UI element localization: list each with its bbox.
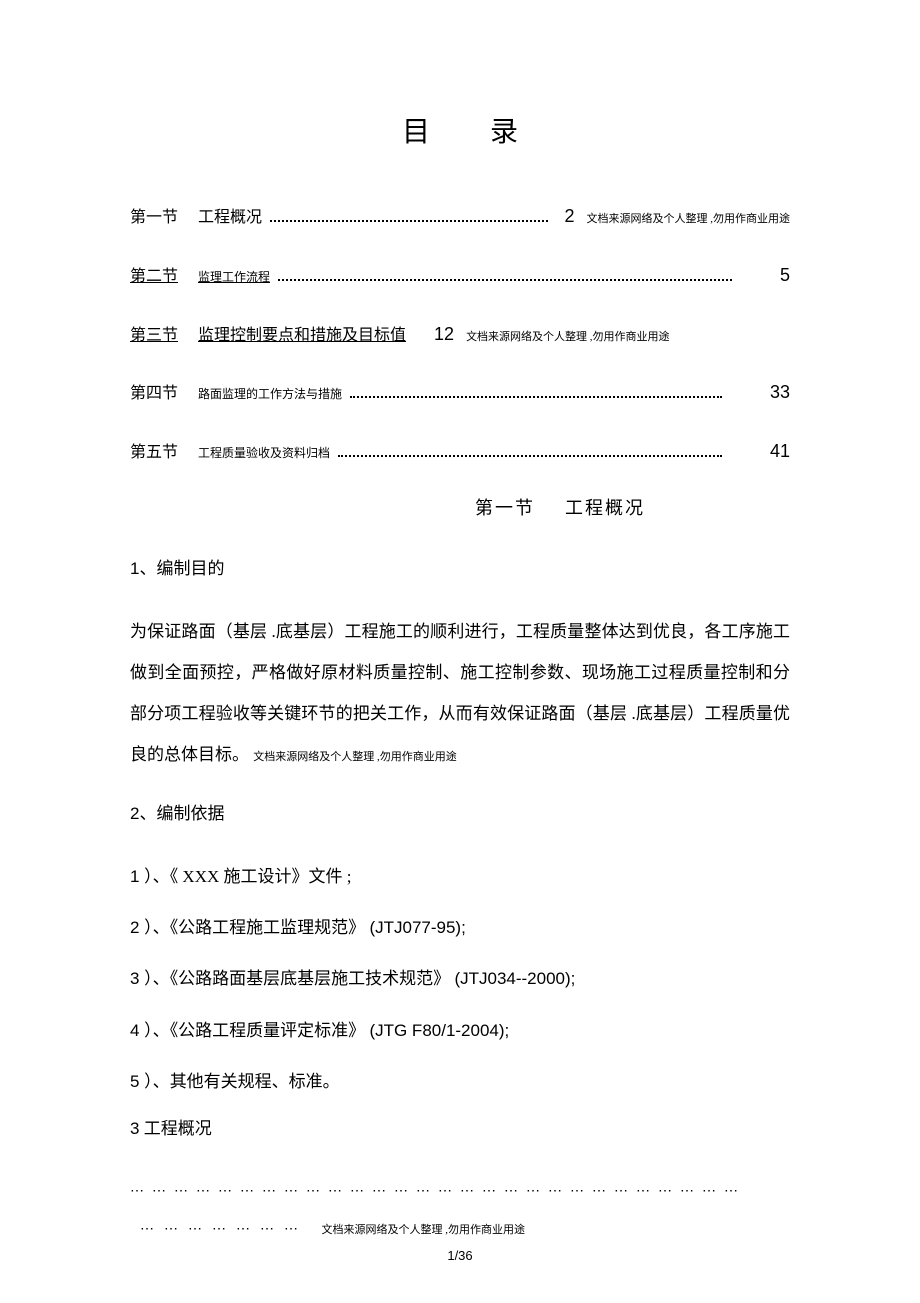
placeholder-dots-1: ⋯⋯⋯⋯⋯⋯⋯⋯⋯⋯⋯⋯⋯⋯⋯⋯⋯⋯⋯⋯⋯⋯⋯⋯⋯⋯⋯⋯: [130, 1172, 790, 1211]
toc-row: 第二节监理工作流程 5: [130, 259, 790, 292]
toc-entry-label: 工程概况: [198, 204, 262, 233]
toc-page-number: 5: [740, 259, 790, 291]
list-item-number: 3 ）、: [130, 969, 170, 988]
disclaimer-note: 文档来源网络及个人整理 ,勿用作商业用途: [322, 1224, 526, 1236]
subheading-text: 、编制依据: [139, 804, 224, 823]
toc-row: 第三节监理控制要点和措施及目标值 12 文档来源网络及个人整理 ,勿用作商业用途: [130, 318, 790, 351]
toc-page-number: 41: [730, 435, 790, 467]
subheading-1: 1、编制目的: [130, 555, 790, 582]
page-number: 1/36: [0, 1248, 920, 1263]
disclaimer-note: 文档来源网络及个人整理 ,勿用作商业用途: [253, 751, 457, 763]
toc-leader-dots: [270, 220, 548, 222]
toc-row: 第五节工程质量验收及资料归档 41: [130, 435, 790, 468]
toc-entry-label: 工程质量验收及资料归档: [198, 443, 330, 465]
toc-section-label: 第一节: [130, 204, 178, 233]
document-title: 目录: [130, 110, 790, 150]
list-item-text: 《公路路面基层底基层施工技术规范》: [170, 969, 451, 988]
list-item-code: (JTJ034--2000);: [454, 969, 575, 988]
paragraph-text: 为保证路面（基层 .底基层）工程施工的顺利进行，工程质量整体达到优良，各工序施工…: [130, 622, 790, 763]
basis-list: 1 ）、《 XXX 施工设计》文件 ; 2 ）、《公路工程施工监理规范》 (JTJ…: [130, 858, 790, 1101]
placeholder-dots-2: ⋯⋯⋯⋯⋯⋯⋯ 文档来源网络及个人整理 ,勿用作商业用途: [130, 1221, 790, 1238]
toc-leader-dots: [338, 455, 722, 457]
toc-entry-label: 监理工作流程: [198, 267, 270, 289]
subheading-2: 2、编制依据: [130, 800, 790, 827]
toc-entry-label: 路面监理的工作方法与措施: [198, 384, 342, 406]
list-item-number: 2 ）、: [130, 918, 170, 937]
list-item-code: (JTG F80/1-2004);: [369, 1021, 509, 1040]
list-item-text: 《公路工程质量评定标准》: [170, 1021, 366, 1040]
list-item: 3 ）、《公路路面基层底基层施工技术规范》 (JTJ034--2000);: [130, 960, 790, 997]
list-item-text: 《公路工程施工监理规范》: [170, 918, 366, 937]
dots-text: ⋯⋯⋯⋯⋯⋯⋯: [140, 1222, 308, 1237]
list-item: 4 ）、《公路工程质量评定标准》 (JTG F80/1-2004);: [130, 1012, 790, 1049]
toc-page-number: 33: [730, 376, 790, 408]
list-item-text: 其他有关规程、标准。: [170, 1072, 340, 1091]
toc-row: 第四节路面监理的工作方法与措施 33: [130, 376, 790, 409]
subheading-text: 、编制目的: [139, 559, 224, 578]
toc-page-number: 12: [434, 318, 454, 350]
toc-section-label: 第三节: [130, 322, 178, 351]
toc-entry-label: 监理控制要点和措施及目标值: [198, 322, 406, 351]
disclaimer-note: 文档来源网络及个人整理 ,勿用作商业用途: [466, 328, 670, 348]
subheading-text: 工程概况: [139, 1119, 211, 1138]
table-of-contents: 第一节工程概况2文档来源网络及个人整理 ,勿用作商业用途第二节监理工作流程5第三…: [130, 200, 790, 468]
list-item: 1 ）、《 XXX 施工设计》文件 ;: [130, 858, 790, 895]
toc-leader-dots: [278, 279, 732, 281]
list-item: 5 ）、其他有关规程、标准。: [130, 1063, 790, 1100]
list-item: 2 ）、《公路工程施工监理规范》 (JTJ077-95);: [130, 909, 790, 946]
list-item-number: 5 ）、: [130, 1072, 170, 1091]
toc-section-label: 第四节: [130, 380, 178, 409]
section-number: 第一节: [475, 498, 535, 518]
toc-row: 第一节工程概况 2 文档来源网络及个人整理 ,勿用作商业用途: [130, 200, 790, 233]
paragraph-1: 为保证路面（基层 .底基层）工程施工的顺利进行，工程质量整体达到优良，各工序施工…: [130, 612, 790, 775]
list-item-number: 4 ）、: [130, 1021, 170, 1040]
disclaimer-note: 文档来源网络及个人整理 ,勿用作商业用途: [587, 210, 791, 230]
toc-section-label: 第二节: [130, 263, 178, 292]
toc-leader-dots: [350, 396, 722, 398]
list-item-text: 《 XXX 施工设计》文件 ;: [170, 867, 352, 886]
toc-section-label: 第五节: [130, 439, 178, 468]
subheading-3: 3 工程概况: [130, 1115, 790, 1142]
section-title: 工程概况: [565, 498, 645, 518]
section-heading: 第一节 工程概况: [130, 494, 790, 520]
toc-page-number: 2: [564, 200, 574, 232]
list-item-number: 1 ）、: [130, 867, 170, 886]
list-item-code: (JTJ077-95);: [369, 918, 465, 937]
